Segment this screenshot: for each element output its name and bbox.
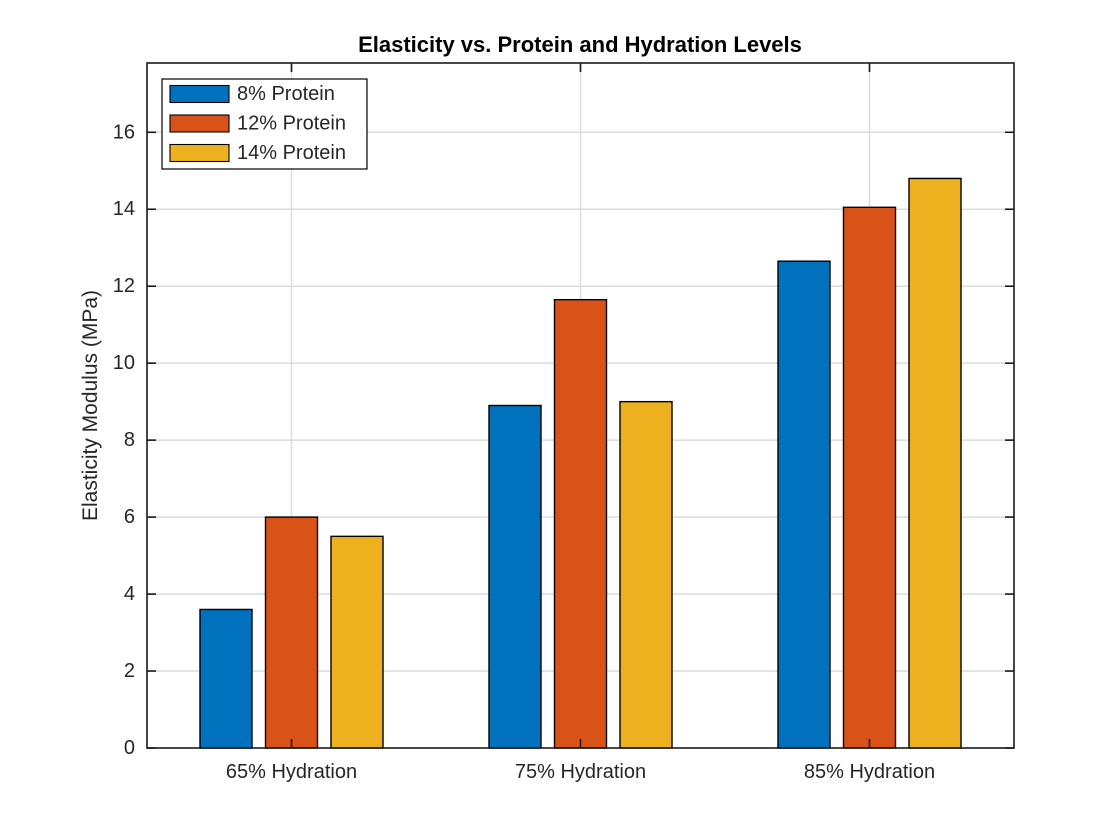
y-tick-label-14: 14 (113, 198, 135, 220)
bar-85-hydration-12-protein (842, 206, 897, 749)
y-tick-label-0: 0 (124, 737, 135, 759)
x-tick-label-85-hydration: 85% Hydration (804, 761, 935, 783)
legend-swatch-8-protein (169, 84, 230, 104)
bar-85-hydration-14-protein (908, 177, 962, 749)
legend-swatch-12-protein (169, 114, 230, 133)
chart-title: Elasticity vs. Protein and Hydration Lev… (358, 32, 802, 57)
legend: 8% Protein 12% Protein 14% Protein (161, 78, 368, 170)
legend-label-14-protein: 14% Protein (237, 142, 346, 164)
bar-75-hydration-8-protein (488, 404, 542, 749)
tick-labels: 0 2 4 6 8 10 12 14 16 65% Hydration 75% Hydration 8… (113, 121, 935, 783)
legend-label-12-protein: 12% Protein (237, 113, 346, 135)
y-tick-label-2: 2 (124, 660, 135, 682)
y-tick-label-16: 16 (113, 121, 135, 143)
bar-65-hydration-8-protein (199, 608, 253, 749)
bar-65-hydration-12-protein (264, 516, 319, 749)
y-tick-label-4: 4 (124, 583, 135, 605)
bar-series (199, 177, 962, 749)
legend-swatch-14-protein (169, 143, 230, 163)
axis-ticks (147, 63, 1014, 749)
y-tick-label-8: 8 (124, 429, 135, 451)
y-axis-label: Elasticity Modulus (MPa) (79, 290, 102, 521)
y-tick-label-12: 12 (113, 275, 135, 297)
y-tick-label-10: 10 (113, 352, 135, 374)
legend-label-8-protein: 8% Protein (237, 83, 335, 105)
bar-75-hydration-14-protein (619, 400, 673, 749)
bar-85-hydration-8-protein (777, 260, 831, 749)
x-tick-label-75-hydration: 75% Hydration (515, 761, 646, 783)
bar-65-hydration-14-protein (330, 535, 384, 749)
y-tick-label-6: 6 (124, 506, 135, 528)
x-tick-label-65-hydration: 65% Hydration (226, 761, 357, 783)
bar-75-hydration-12-protein (553, 298, 608, 749)
